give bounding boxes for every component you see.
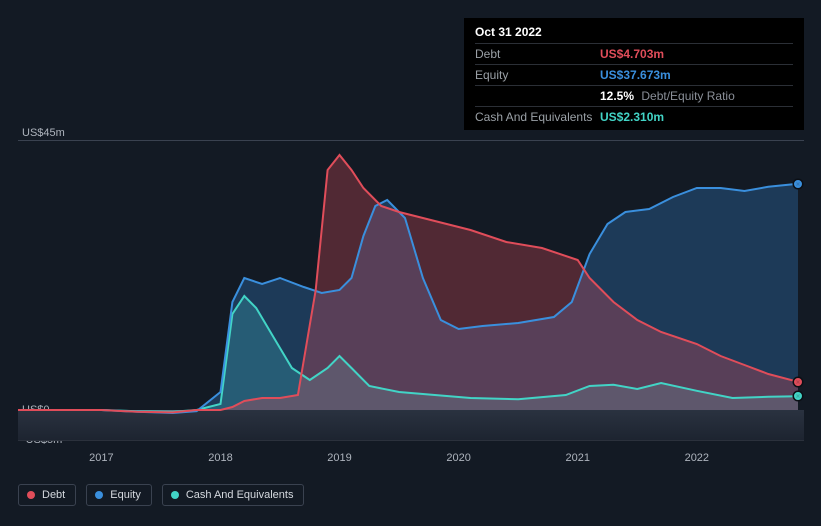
legend-item-cash[interactable]: Cash And Equivalents — [162, 484, 305, 506]
end-marker-cash — [794, 392, 802, 400]
legend-item-debt[interactable]: Debt — [18, 484, 76, 506]
x-axis-label: 2017 — [89, 452, 113, 464]
chart-tooltip: Oct 31 2022 Debt US$4.703m Equity US$37.… — [464, 18, 804, 130]
chart-svg — [18, 140, 804, 440]
tooltip-row-debt: Debt US$4.703m — [475, 43, 793, 64]
tooltip-label: Equity — [475, 67, 600, 83]
tooltip-ratio-value: 12.5% — [600, 89, 634, 103]
tooltip-row-ratio: 12.5% Debt/Equity Ratio — [475, 85, 793, 106]
legend-dot-icon — [95, 491, 103, 499]
x-axis-label: 2018 — [208, 452, 232, 464]
y-axis-label: US$45m — [22, 127, 65, 139]
tooltip-date: Oct 31 2022 — [475, 23, 793, 43]
legend-dot-icon — [171, 491, 179, 499]
tooltip-row-equity: Equity US$37.673m — [475, 64, 793, 85]
x-axis-label: 2020 — [446, 452, 470, 464]
tooltip-label — [475, 88, 600, 104]
chart-floor-gridline — [18, 440, 804, 441]
end-marker-debt — [794, 378, 802, 386]
tooltip-value: US$4.703m — [600, 46, 664, 62]
legend-label: Cash And Equivalents — [186, 489, 294, 501]
legend-label: Debt — [42, 489, 65, 501]
tooltip-value: US$2.310m — [600, 109, 664, 125]
x-axis-label: 2022 — [685, 452, 709, 464]
x-axis-label: 2021 — [565, 452, 589, 464]
tooltip-value: 12.5% Debt/Equity Ratio — [600, 88, 735, 104]
legend-label: Equity — [110, 489, 141, 501]
legend-item-equity[interactable]: Equity — [86, 484, 152, 506]
tooltip-row-cash: Cash And Equivalents US$2.310m — [475, 106, 793, 127]
tooltip-ratio-suffix: Debt/Equity Ratio — [641, 89, 734, 103]
x-axis-label: 2019 — [327, 452, 351, 464]
x-axis: 2017 2018 2019 2020 2021 2022 — [18, 452, 804, 468]
zero-band — [18, 410, 804, 440]
end-marker-equity — [794, 180, 802, 188]
tooltip-value: US$37.673m — [600, 67, 671, 83]
legend-dot-icon — [27, 491, 35, 499]
chart-legend: Debt Equity Cash And Equivalents — [18, 484, 304, 506]
tooltip-label: Cash And Equivalents — [475, 109, 600, 125]
tooltip-label: Debt — [475, 46, 600, 62]
